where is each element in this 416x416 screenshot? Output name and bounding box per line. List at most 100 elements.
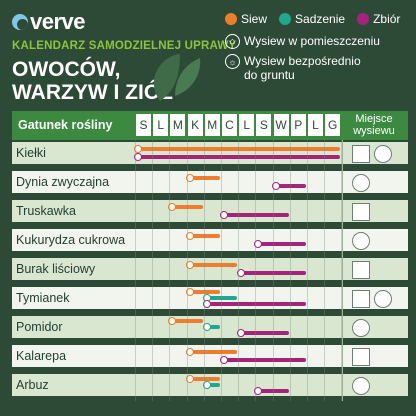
siew-bar bbox=[134, 145, 341, 153]
plant-name: Tymianek bbox=[16, 291, 70, 305]
grid-line bbox=[203, 140, 205, 401]
siew-bar bbox=[185, 348, 238, 356]
legend-sadzenie-label: Sadzenie bbox=[295, 12, 346, 26]
table-row: Truskawka bbox=[12, 200, 408, 222]
house-icon bbox=[352, 290, 370, 308]
month-header: M bbox=[204, 114, 220, 136]
zbior-bar bbox=[220, 356, 306, 364]
zbior-bar bbox=[237, 269, 306, 277]
grid-line bbox=[238, 140, 240, 401]
legend-siew: Siew bbox=[225, 12, 267, 26]
species-header: Gatunek rośliny bbox=[18, 118, 113, 132]
grid-line bbox=[152, 140, 154, 401]
grid-line bbox=[221, 140, 222, 401]
plant-name: Dynia zwyczajna bbox=[16, 175, 110, 189]
siew-bar bbox=[185, 288, 220, 296]
legend-sadzenie: Sadzenie bbox=[279, 12, 345, 26]
grid-line bbox=[169, 140, 171, 401]
month-header: L bbox=[239, 114, 255, 136]
legend-indoor-label: Wysiew w pomieszczeniu bbox=[244, 34, 380, 48]
place-icons bbox=[352, 203, 370, 221]
siew-bar bbox=[168, 203, 203, 211]
plant-name: Arbuz bbox=[16, 378, 49, 392]
place-icons bbox=[352, 377, 370, 395]
zbior-dot-icon bbox=[357, 13, 370, 25]
zbior-bar bbox=[254, 240, 306, 248]
sun-icon: ☼ bbox=[225, 54, 240, 69]
zbior-bar bbox=[237, 329, 289, 337]
legend-colors: Siew Sadzenie Zbiór bbox=[225, 10, 408, 28]
table-row: Dynia zwyczajna bbox=[12, 171, 408, 193]
grid-line bbox=[186, 140, 188, 401]
legend: Siew Sadzenie Zbiór ⌂ Wysiew w pomieszcz… bbox=[225, 10, 408, 82]
table-row: Kalarepa bbox=[12, 345, 408, 367]
place-icons bbox=[352, 174, 370, 192]
legend-zbior: Zbiór bbox=[357, 12, 400, 26]
legend-outdoor: ☼ Wysiew bezpośrednio do gruntu bbox=[225, 54, 408, 82]
legend-zbior-label: Zbiór bbox=[373, 12, 401, 26]
plant-name: Kukurydza cukrowa bbox=[16, 233, 126, 247]
zbior-bar bbox=[134, 153, 341, 161]
brand-logo: verve bbox=[12, 9, 86, 35]
month-header: K bbox=[187, 114, 203, 136]
table-row: Pomidor bbox=[12, 316, 408, 338]
legend-siew-label: Siew bbox=[241, 12, 268, 26]
month-header: S bbox=[136, 114, 151, 136]
siew-bar bbox=[185, 174, 220, 182]
title-line-2: WARZYW I ZIÓŁ bbox=[12, 81, 173, 104]
grid-line bbox=[341, 140, 343, 401]
place-icons bbox=[352, 145, 392, 163]
zbior-bar bbox=[271, 182, 306, 190]
page-subtitle: KALENDARZ SAMODZIELNEJ UPRAWY bbox=[12, 40, 237, 52]
siew-bar bbox=[168, 317, 203, 325]
place-icons bbox=[352, 290, 392, 308]
logo-icon bbox=[12, 14, 28, 30]
sun-icon bbox=[352, 377, 370, 395]
grid-line bbox=[324, 140, 326, 401]
place-icons bbox=[352, 232, 370, 250]
sun-icon bbox=[352, 232, 370, 250]
plant-name: Pomidor bbox=[16, 320, 63, 334]
siew-bar bbox=[185, 375, 220, 383]
siew-bar bbox=[185, 261, 238, 269]
month-header: G bbox=[325, 114, 341, 136]
title-line-1: OWOCÓW, bbox=[12, 58, 121, 81]
sadzenie-bar bbox=[202, 381, 220, 389]
table-row: Kiełki bbox=[12, 142, 408, 164]
house-icon: ⌂ bbox=[225, 33, 240, 49]
brand-name: verve bbox=[30, 9, 86, 34]
table-row: Burak liściowy bbox=[12, 258, 408, 280]
sun-icon bbox=[374, 145, 392, 163]
month-header: L bbox=[308, 114, 323, 136]
page-title: OWOCÓW, WARZYW I ZIÓŁ bbox=[12, 58, 173, 104]
siew-bar bbox=[185, 232, 220, 240]
zbior-bar bbox=[220, 211, 289, 219]
plant-name: Burak liściowy bbox=[16, 262, 96, 276]
month-header: C bbox=[222, 114, 237, 136]
month-header: L bbox=[153, 114, 169, 136]
house-icon bbox=[352, 145, 370, 163]
sun-icon bbox=[352, 174, 370, 192]
plant-name: Kiełki bbox=[16, 146, 46, 160]
table-row: Arbuz bbox=[12, 374, 408, 396]
month-header: M bbox=[170, 114, 186, 136]
legend-outdoor-label: Wysiew bezpośrednio do gruntu bbox=[244, 54, 361, 82]
grid-line bbox=[255, 140, 257, 401]
sun-icon bbox=[374, 290, 392, 308]
month-header: S bbox=[256, 114, 272, 136]
zbior-bar bbox=[254, 387, 289, 395]
place-icons bbox=[352, 319, 370, 337]
legend-indoor: ⌂ Wysiew w pomieszczeniu bbox=[225, 32, 408, 50]
house-icon bbox=[352, 348, 370, 366]
table-row: Kukurydza cukrowa bbox=[12, 229, 408, 251]
month-header: P bbox=[290, 114, 306, 136]
month-header: W bbox=[273, 114, 289, 136]
sun-icon bbox=[352, 319, 370, 337]
place-icons bbox=[352, 261, 370, 279]
grid-line bbox=[307, 140, 308, 401]
grid-line bbox=[289, 140, 291, 401]
house-icon bbox=[352, 203, 370, 221]
sadzenie-dot-icon bbox=[279, 13, 292, 25]
